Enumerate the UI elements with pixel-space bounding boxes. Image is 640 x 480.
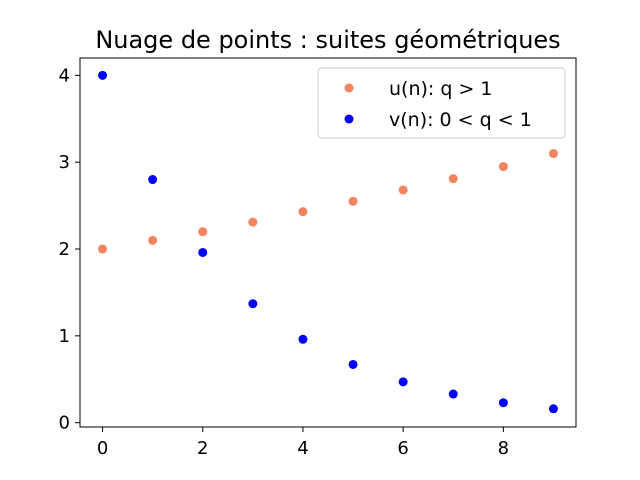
chart-title: Nuage de points : suites géométriques <box>95 26 560 54</box>
x-tick-label: 8 <box>498 438 509 459</box>
plot-area <box>98 70 558 414</box>
series-2 <box>98 70 558 414</box>
data-point <box>548 149 558 159</box>
x-tick-label: 6 <box>397 438 408 459</box>
x-tick-label: 2 <box>197 438 208 459</box>
y-axis: 0 1 2 3 4 <box>59 65 80 434</box>
data-point <box>248 299 258 309</box>
data-point <box>98 70 108 80</box>
data-point <box>398 377 408 387</box>
x-tick-label: 4 <box>297 438 308 459</box>
y-tick-label: 1 <box>59 326 70 347</box>
legend-marker <box>344 83 354 93</box>
data-point <box>98 244 108 254</box>
y-tick-label: 4 <box>59 65 70 86</box>
data-point <box>548 404 558 414</box>
y-tick-label: 3 <box>59 152 70 173</box>
data-point <box>198 247 208 257</box>
data-point <box>148 235 158 245</box>
data-point <box>448 389 458 399</box>
legend-label: v(n): 0 < q < 1 <box>389 109 532 131</box>
data-point <box>298 334 308 344</box>
legend-label: u(n): q > 1 <box>389 78 493 100</box>
data-point <box>498 398 508 408</box>
data-point <box>398 185 408 195</box>
data-point <box>148 175 158 185</box>
data-point <box>498 162 508 172</box>
legend-box <box>317 67 566 139</box>
legend-marker <box>344 114 354 124</box>
data-point <box>448 174 458 184</box>
x-axis: 0 2 4 6 8 <box>97 427 509 459</box>
x-tick-label: 0 <box>97 438 108 459</box>
legend: u(n): q > 1 v(n): 0 < q < 1 <box>317 67 566 139</box>
y-tick-label: 2 <box>59 239 70 260</box>
axes-frame <box>79 57 577 428</box>
y-tick-label: 0 <box>59 413 70 434</box>
data-point <box>348 359 358 369</box>
data-point <box>248 217 258 227</box>
data-point <box>298 207 308 217</box>
data-point <box>198 227 208 237</box>
data-point <box>348 196 358 206</box>
series-1 <box>98 149 558 254</box>
